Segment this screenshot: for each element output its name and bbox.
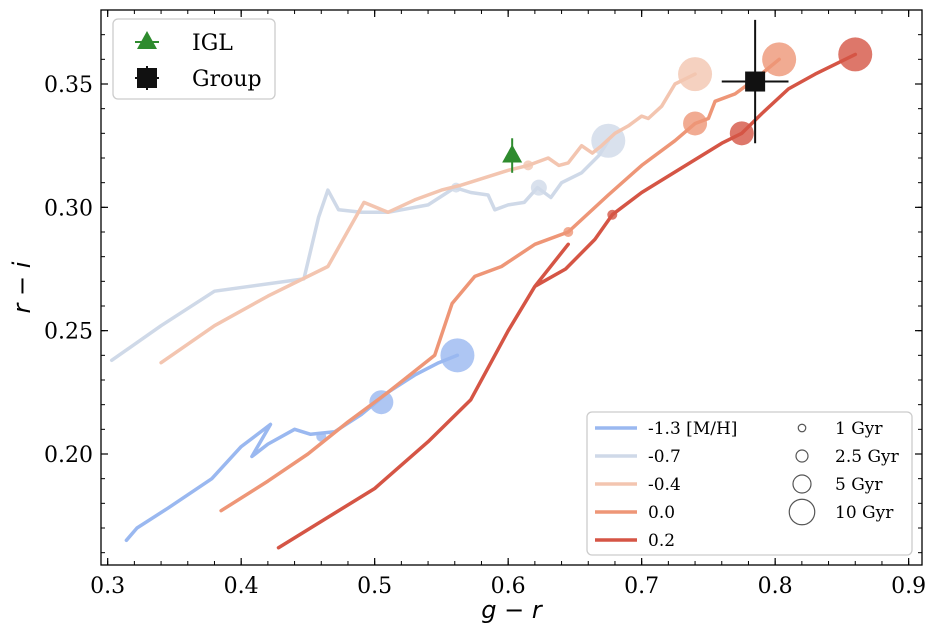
x-tick-label: 0.3 bbox=[90, 574, 125, 599]
legend-size-label-1: 2.5 Gyr bbox=[835, 447, 900, 467]
legend-size-label-2: 5 Gyr bbox=[835, 475, 883, 495]
legend-series-label-1: -0.7 bbox=[648, 447, 681, 467]
legend-marker-group bbox=[137, 68, 157, 88]
x-tick-label: 0.6 bbox=[491, 574, 526, 599]
axis-ticks: 0.3 0.4 0.5 0.6 0.7 0.8 0.9 0.20 0.25 0.30 0.35 bbox=[44, 10, 926, 599]
legend-observed-points: IGL Group bbox=[112, 18, 276, 100]
legend-size-marker-1 bbox=[795, 449, 809, 463]
age-marker-2-1 bbox=[678, 57, 713, 92]
x-tick-label: 0.4 bbox=[224, 574, 259, 599]
legend-size-marker-0 bbox=[797, 423, 807, 433]
legend-series-label-0: -1.3 [M/H] bbox=[648, 419, 737, 439]
point-group bbox=[745, 71, 766, 92]
legend-box bbox=[586, 411, 913, 556]
legend-series-label-3: 0.0 bbox=[648, 503, 675, 523]
series-line-0 bbox=[124, 353, 460, 543]
age-marker-2-0 bbox=[523, 160, 534, 171]
legend-series-label-2: -0.4 bbox=[648, 475, 681, 495]
legend-label-igl: IGL bbox=[192, 31, 233, 56]
series-line-4 bbox=[276, 52, 858, 550]
x-tick-label: 0.8 bbox=[758, 574, 793, 599]
legend-marker-igl bbox=[137, 31, 157, 49]
legend-size-label-3: 10 Gyr bbox=[835, 503, 894, 523]
legend-size-marker-2 bbox=[792, 474, 812, 494]
x-tick-label: 0.9 bbox=[891, 574, 926, 599]
age-marker-4-1 bbox=[729, 121, 754, 146]
legend-size-marker-3 bbox=[788, 498, 816, 526]
age-marker-4-0 bbox=[607, 209, 618, 220]
y-tick-label: 0.35 bbox=[44, 73, 93, 98]
axes-frame bbox=[100, 9, 923, 566]
age-marker-4-2 bbox=[838, 37, 873, 72]
legend-series-label-4: 0.2 bbox=[648, 531, 675, 551]
y-axis-label: r − i bbox=[8, 261, 36, 313]
point-igl bbox=[502, 144, 523, 163]
age-marker-1-1 bbox=[530, 179, 547, 196]
legend-size-label-0: 1 Gyr bbox=[835, 419, 883, 439]
y-tick-label: 0.30 bbox=[44, 196, 93, 221]
legend-metallicity-age: -1.3 [M/H] -0.7 -0.4 0.0 0.2 1 Gyr 2.5 Gyr 5 Gy… bbox=[586, 411, 913, 556]
age-marker-3-0 bbox=[563, 227, 574, 237]
plot-area bbox=[109, 19, 873, 550]
series-line-3 bbox=[219, 57, 781, 513]
age-marker-3-2 bbox=[762, 42, 797, 77]
x-axis-label: g − r bbox=[481, 596, 544, 624]
x-tick-label: 0.7 bbox=[624, 574, 659, 599]
series-line-1 bbox=[109, 138, 611, 363]
axes-box bbox=[100, 9, 923, 566]
age-marker-3-1 bbox=[683, 111, 708, 136]
series-line-2 bbox=[159, 72, 697, 365]
x-tick-label: 0.5 bbox=[357, 574, 392, 599]
age-marker-0-2 bbox=[440, 338, 475, 373]
y-tick-label: 0.20 bbox=[44, 443, 93, 468]
legend-label-group: Group bbox=[192, 67, 262, 92]
age-marker-0-1 bbox=[369, 390, 394, 415]
y-tick-label: 0.25 bbox=[44, 320, 93, 345]
